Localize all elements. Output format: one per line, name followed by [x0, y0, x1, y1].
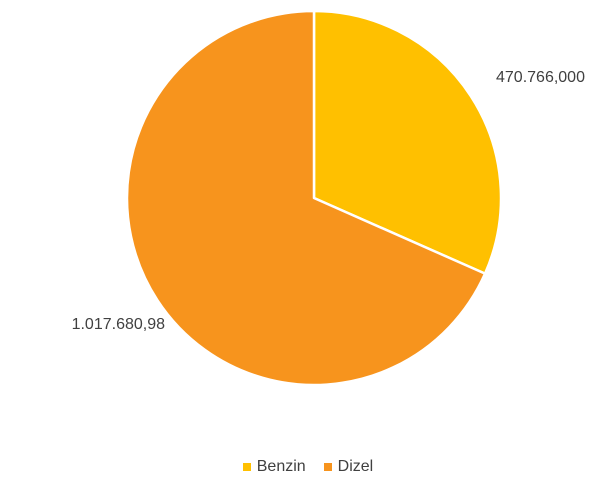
legend-item-dizel: Dizel: [323, 458, 374, 476]
pie-slice-benzin: [312, 9, 503, 275]
chart-legend: Benzin Dizel: [0, 458, 616, 476]
data-label-benzin: 470.766,000: [496, 69, 585, 86]
legend-swatch-benzin: [242, 463, 251, 471]
legend-item-benzin: Benzin: [242, 458, 306, 476]
legend-label-dizel: Dizel: [337, 458, 374, 475]
pie-slice-dizel: [125, 9, 487, 387]
legend-label-benzin: Benzin: [256, 458, 306, 475]
data-label-dizel: 1.017.680,98: [72, 316, 166, 333]
legend-swatch-dizel: [323, 463, 332, 471]
